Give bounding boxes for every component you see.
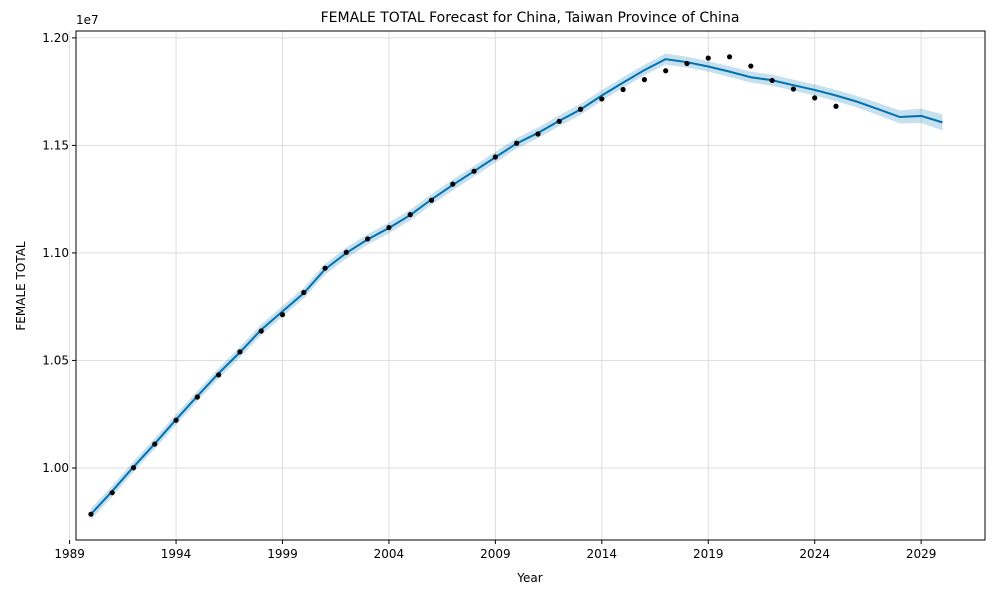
- chart-title: FEMALE TOTAL Forecast for China, Taiwan …: [321, 10, 740, 26]
- data-point: [216, 372, 222, 378]
- data-point: [577, 106, 584, 112]
- data-point: [556, 118, 562, 124]
- y-axis-ticks: 1.00 1.05 1.10 1.15 1.20: [42, 31, 76, 475]
- data-point: [279, 312, 286, 318]
- data-point: [769, 77, 775, 84]
- x-tick-label: 2019: [693, 547, 724, 561]
- actual-data-points: [88, 54, 839, 517]
- data-point: [237, 349, 243, 355]
- x-tick-label: 2004: [374, 547, 405, 561]
- uncertainty-interval-band: [90, 53, 943, 520]
- data-point: [343, 249, 349, 255]
- x-tick-label: 2024: [799, 547, 830, 561]
- data-point: [450, 181, 456, 187]
- x-tick-label: 1994: [161, 547, 192, 561]
- data-point: [641, 76, 647, 83]
- data-point: [726, 54, 733, 60]
- y-tick-label: 1.15: [42, 138, 69, 152]
- x-tick-label: 1989: [54, 547, 85, 561]
- x-tick-label: 2009: [480, 547, 511, 561]
- data-point: [258, 328, 264, 334]
- y-tick-label: 1.20: [42, 31, 69, 45]
- data-point: [194, 394, 200, 400]
- data-point: [471, 168, 477, 174]
- data-point: [705, 55, 711, 61]
- data-point: [386, 224, 392, 231]
- y-tick-label: 1.00: [42, 461, 69, 475]
- data-point: [620, 86, 626, 93]
- data-point: [599, 96, 605, 102]
- data-point: [322, 265, 328, 271]
- data-point: [514, 140, 520, 146]
- data-point: [109, 490, 115, 496]
- data-point: [535, 131, 541, 137]
- grid: [69, 31, 985, 540]
- x-axis-ticks: 1989 1994 1999 2004 2009 2014 2019 2024 2029: [54, 540, 936, 561]
- data-point: [173, 417, 179, 423]
- data-point: [365, 236, 371, 242]
- data-point: [684, 60, 690, 67]
- data-point: [790, 86, 797, 92]
- y-tick-label: 1.10: [42, 246, 69, 260]
- x-tick-label: 1999: [267, 547, 298, 561]
- x-tick-label: 2014: [587, 547, 618, 561]
- data-point: [407, 212, 413, 218]
- data-point: [663, 68, 669, 74]
- plot-frame: [75, 30, 986, 541]
- data-point: [833, 103, 839, 109]
- data-point: [152, 441, 158, 447]
- y-axis-offset-text: 1e7: [76, 13, 99, 27]
- x-tick-label: 2029: [906, 547, 937, 561]
- x-axis-label: Year: [516, 571, 542, 585]
- data-point: [748, 63, 754, 69]
- y-axis-label: FEMALE TOTAL: [14, 241, 28, 331]
- y-tick-label: 1.05: [42, 353, 69, 367]
- data-point: [130, 465, 137, 471]
- data-point: [428, 197, 435, 203]
- data-point: [301, 289, 307, 296]
- data-point: [492, 154, 498, 160]
- data-point: [812, 95, 818, 101]
- data-point: [88, 511, 94, 517]
